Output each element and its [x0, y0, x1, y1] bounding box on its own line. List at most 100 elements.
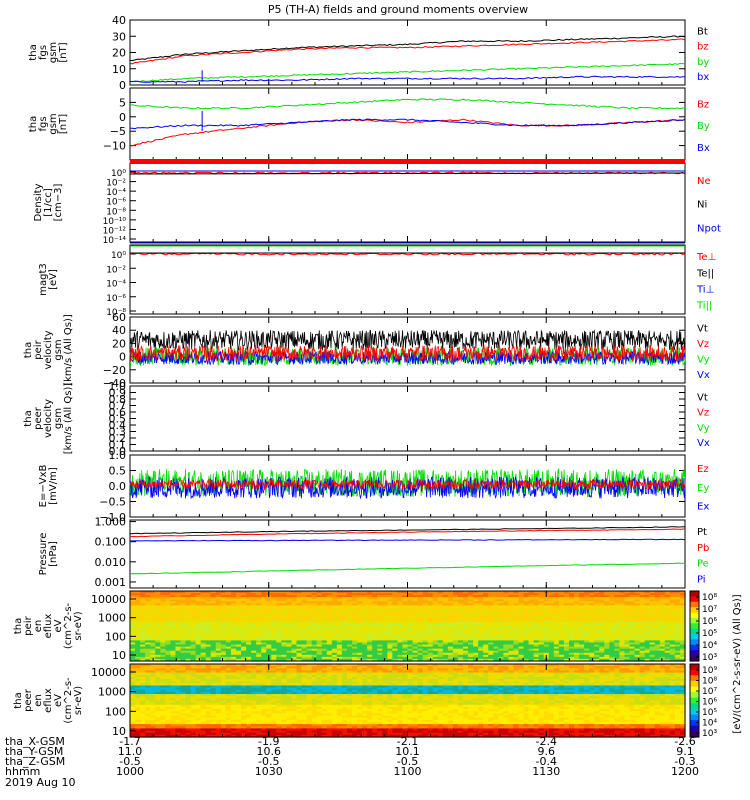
heatmap-cell	[427, 638, 434, 642]
heatmap-cell	[296, 628, 303, 631]
heatmap-cell	[200, 613, 207, 617]
heatmap-cell	[246, 630, 252, 633]
heatmap-cell	[235, 632, 242, 635]
heatmap-cell	[377, 615, 383, 619]
heatmap-cell	[523, 595, 530, 598]
heatmap-cell	[321, 623, 328, 627]
heatmap-cell	[185, 601, 192, 604]
heatmap-cell	[150, 595, 156, 598]
heatmap-cell	[160, 632, 166, 635]
heatmap-cell	[175, 611, 182, 615]
heatmap-cell	[579, 603, 585, 607]
heatmap-cell	[568, 619, 575, 623]
heatmap-cell	[367, 664, 373, 667]
heatmap-cell	[609, 632, 615, 635]
heatmap-cell	[130, 609, 136, 613]
heatmap-cell	[266, 674, 272, 678]
heatmap-cell	[417, 648, 424, 652]
heatmap-cell	[483, 640, 489, 644]
heatmap-cell	[584, 630, 590, 633]
heatmap-cell	[463, 628, 469, 631]
heatmap-cell	[362, 654, 368, 658]
heatmap-cell	[412, 613, 419, 617]
heatmap-cell	[291, 652, 298, 656]
heatmap-cell	[417, 626, 424, 629]
heatmap-cell	[518, 634, 525, 637]
heatmap-cell	[664, 640, 671, 644]
heatmap-cell	[170, 626, 177, 629]
heatmap-cell	[457, 666, 464, 669]
heatmap-cell	[589, 674, 595, 678]
heatmap-cell	[624, 636, 631, 639]
heatmap-cell	[160, 648, 166, 652]
heatmap-cell	[341, 634, 348, 637]
heatmap-cell	[225, 628, 232, 631]
heatmap-cell	[452, 650, 459, 654]
heatmap-cell	[457, 670, 464, 674]
heatmap-cell	[241, 658, 247, 662]
heatmap-cell	[200, 611, 207, 615]
heatmap-cell	[175, 628, 182, 631]
heatmap-cell	[150, 640, 156, 644]
heatmap-cell	[422, 617, 429, 621]
heatmap-cell	[528, 615, 535, 619]
heatmap-cell	[387, 640, 393, 644]
heatmap-cell	[190, 670, 197, 674]
heatmap-cell	[579, 623, 585, 627]
heatmap-cell	[473, 674, 479, 678]
heatmap-cell	[276, 613, 282, 617]
heatmap-cell	[634, 599, 641, 602]
heatmap-cell	[220, 676, 227, 680]
heatmap-cell	[634, 648, 641, 652]
heatmap-cell	[331, 672, 338, 676]
heatmap-cell	[165, 672, 171, 676]
heatmap-cell	[336, 670, 343, 674]
heatmap-cell	[473, 599, 479, 602]
heatmap-cell	[331, 593, 338, 596]
heatmap-cell	[372, 658, 378, 662]
heatmap-cell	[463, 654, 469, 658]
heatmap-cell	[634, 664, 641, 667]
heatmap-cell	[659, 644, 666, 648]
heatmap-cell	[412, 658, 419, 662]
heatmap-cell	[528, 619, 535, 623]
heatmap-cell	[286, 664, 293, 667]
heatmap-cell	[503, 595, 510, 598]
heatmap-cell	[316, 674, 323, 678]
heatmap-cell	[180, 605, 187, 609]
heatmap-cell	[145, 619, 151, 623]
heatmap-cell	[488, 656, 494, 660]
heatmap-cell	[321, 650, 328, 654]
heatmap-cell	[407, 628, 414, 631]
heatmap-cell	[331, 613, 338, 617]
heatmap-cell	[543, 636, 550, 639]
heatmap-cell	[452, 632, 459, 635]
heatmap-cell	[543, 646, 550, 650]
heatmap-cell	[296, 648, 303, 652]
heatmap-cell	[508, 636, 515, 639]
heatmap-cell	[427, 626, 434, 629]
heatmap-cell	[432, 605, 439, 609]
heatmap-cell	[261, 619, 267, 623]
heatmap-cell	[634, 668, 641, 672]
heatmap-cell	[483, 674, 489, 678]
heatmap-cell	[417, 674, 424, 678]
heatmap-cell	[478, 632, 484, 635]
heatmap-cell	[589, 601, 595, 604]
heatmap-cell	[498, 626, 504, 629]
heatmap-cell	[483, 628, 489, 631]
heatmap-cell	[644, 644, 651, 648]
heatmap-cell	[447, 619, 454, 623]
heatmap-cell	[478, 615, 484, 619]
heatmap-cell	[241, 630, 247, 633]
legend-entry: Vx	[697, 438, 710, 449]
heatmap-cell	[170, 619, 177, 623]
heatmap-cell	[513, 634, 520, 637]
heatmap-cell	[427, 664, 434, 667]
heatmap-cell	[185, 654, 192, 658]
heatmap-cell	[574, 607, 580, 611]
heatmap-cell	[220, 603, 227, 607]
heatmap-cell	[442, 658, 449, 662]
heatmap-cell	[241, 599, 247, 602]
